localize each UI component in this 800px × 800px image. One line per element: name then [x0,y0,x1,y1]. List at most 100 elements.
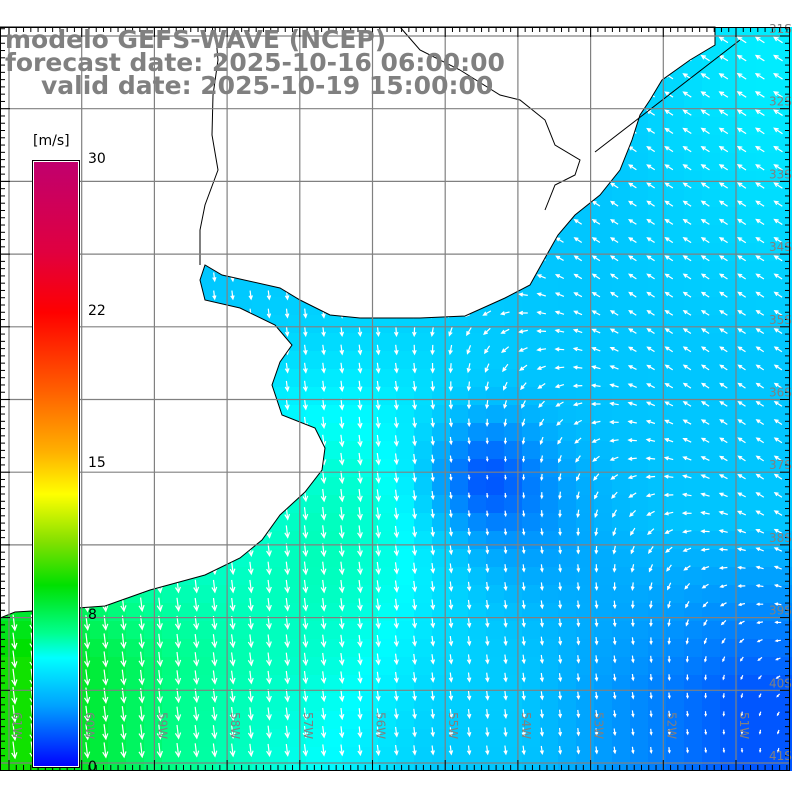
field-cell [414,405,432,423]
wind-arrow [430,581,436,593]
field-cell [414,531,432,549]
wind-arrow [576,636,581,646]
longitude-labels: 61W 60W 59W 58W 57W 56W 55W 54W 53W 52W 51W [10,712,751,739]
wind-arrow [593,473,600,481]
field-cell [468,729,486,747]
field-cell [540,459,558,477]
field-cell [684,621,702,639]
wind-arrow [156,651,163,668]
wind-arrow [302,507,309,521]
field-cell [774,549,792,567]
wind-arrow [466,563,472,574]
field-cell [612,765,630,771]
wind-arrow [737,328,746,335]
wind-arrow [375,543,381,557]
wind-arrow [773,273,783,280]
field-cell [270,603,288,621]
wind-arrow [320,488,327,503]
wind-arrow [774,602,782,606]
wind-arrow [485,636,490,647]
field-cell [270,657,288,675]
field-cell [324,387,342,405]
field-cell [612,675,630,693]
wind-arrow [448,509,453,518]
field-cell [486,531,504,549]
field-cell [720,171,738,189]
field-cell [738,81,756,99]
field-cell [378,315,396,333]
field-cell [342,621,360,639]
field-cell [612,369,630,387]
field-cell [396,549,414,567]
field-cell [630,603,648,621]
wind-arrow [501,346,510,353]
field-cell [738,657,756,675]
wind-arrow [466,345,472,355]
field-cell [432,531,450,549]
wind-arrow [558,582,563,591]
field-cell [306,621,324,639]
lat-label: 33S [769,167,792,181]
wind-arrow [700,145,710,153]
field-cell [234,747,252,765]
wind-arrow [284,652,291,667]
field-cell [612,585,630,603]
field-cell [756,117,774,135]
wind-arrow [755,492,765,498]
field-cell [594,495,612,513]
field-cell [342,729,360,747]
field-cell [576,621,594,639]
wind-arrow [664,200,674,207]
wind-arrow [594,527,599,537]
wind-arrow [685,692,689,699]
wind-arrow [521,546,526,555]
wind-arrow [591,328,601,334]
field-cell [756,711,774,729]
field-cell [774,639,792,657]
wind-arrow [302,525,309,539]
wind-arrow [138,633,145,649]
wind-arrow [357,616,363,630]
wind-arrow [722,656,726,663]
field-cell [414,657,432,675]
lon-label: 58W [228,712,242,739]
wind-arrow [558,673,563,683]
field-cell [486,639,504,657]
wind-arrow [174,597,181,612]
field-cell [594,513,612,531]
wind-arrow [357,326,363,338]
wind-arrow [393,617,399,630]
wind-arrow [627,438,637,443]
wind-arrow [719,382,728,389]
wind-arrow [448,581,454,592]
wind-arrow [682,91,692,98]
wind-arrow [773,200,783,207]
field-cell [648,333,666,351]
wind-arrow [11,705,18,723]
wind-arrow [664,309,674,316]
wind-arrow [700,510,710,516]
field-cell [684,279,702,297]
wind-arrow [718,565,728,570]
field-cell [324,315,342,333]
field-cell [558,315,576,333]
wind-arrow [448,563,454,574]
wind-arrow [645,474,656,479]
wind-arrow [521,672,526,683]
wind-arrow [247,579,254,594]
wind-arrow [193,597,200,612]
field-cell [558,405,576,423]
field-cell [576,297,594,315]
wind-arrow [773,328,783,335]
wind-arrow [628,218,637,225]
wind-arrow [591,347,601,352]
field-cell [396,675,414,693]
field-cell [594,243,612,261]
field-cell [720,189,738,207]
field-cell [630,207,648,225]
wind-arrow [667,674,671,682]
field-cell [612,711,630,729]
wind-arrow [521,418,526,427]
field-cell [450,621,468,639]
field-cell [468,495,486,513]
